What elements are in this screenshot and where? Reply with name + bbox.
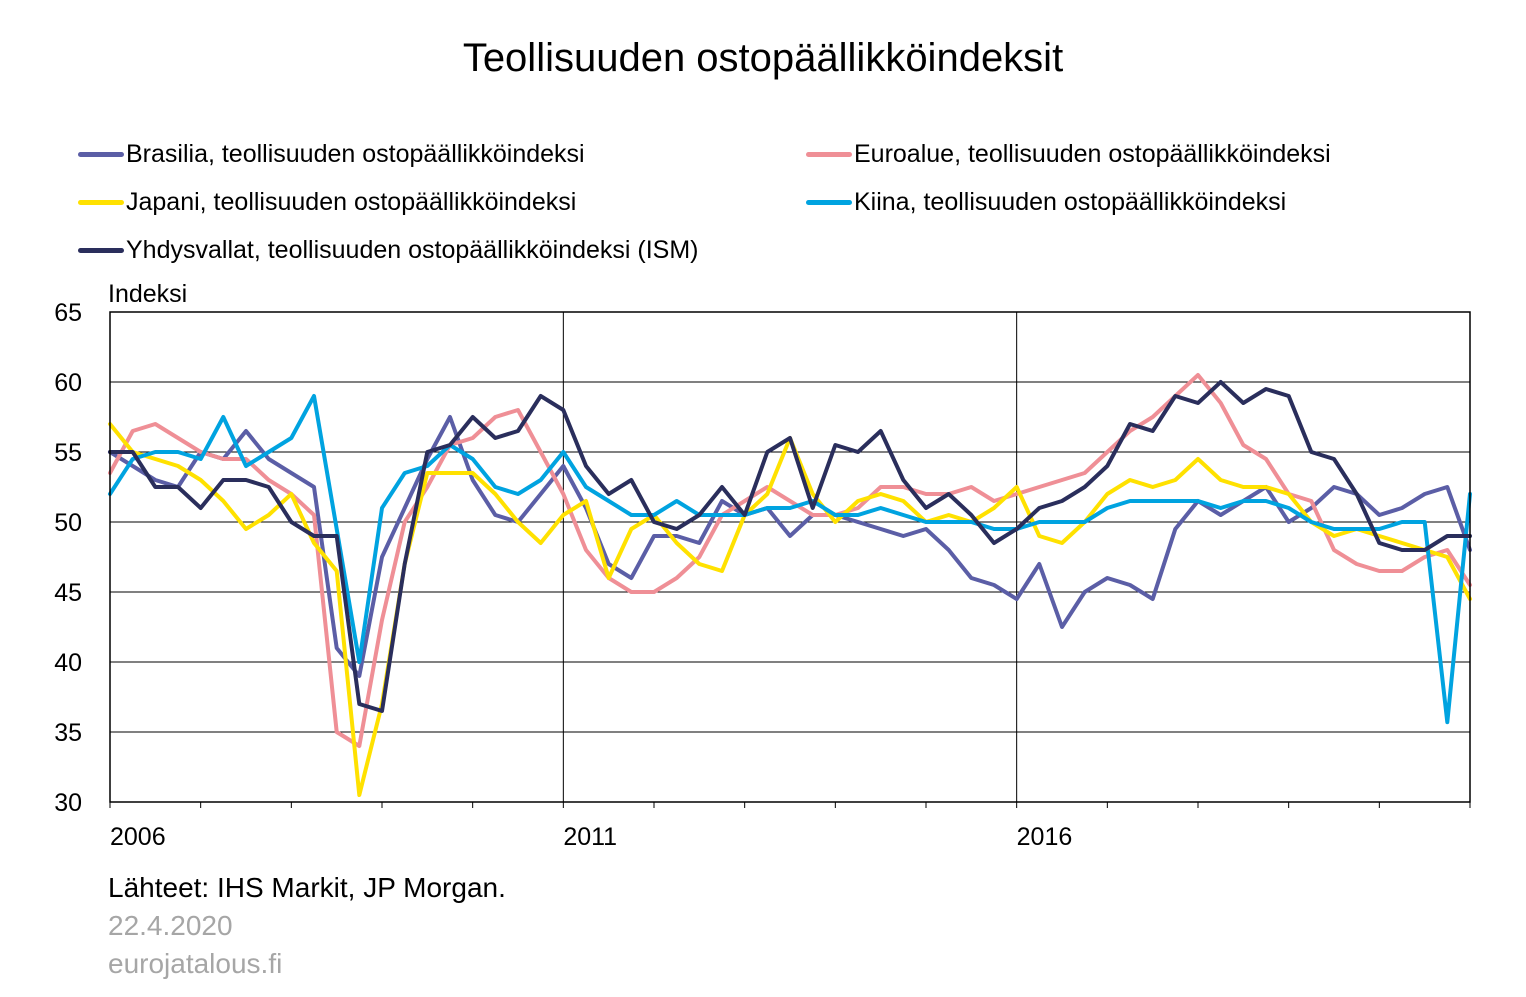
- y-tick-label-30: 30: [54, 789, 82, 817]
- x-tick-label-2011: 2011: [563, 823, 617, 851]
- y-tick-label-45: 45: [54, 579, 82, 607]
- legend-swatch-euroalue: [806, 152, 852, 157]
- y-axis-label: Indeksi: [108, 280, 188, 308]
- series-line-1: [108, 373, 1472, 748]
- series-line-2: [108, 422, 1472, 797]
- legend-label-yhdysvallat: Yhdysvallat, teollisuuden ostopäällikköi…: [126, 236, 699, 264]
- axes: [109, 311, 1471, 808]
- y-tick-label-50: 50: [54, 509, 82, 537]
- series-line-0: [108, 415, 1472, 678]
- legend-label-euroalue: Euroalue, teollisuuden ostopäällikköinde…: [854, 140, 1331, 168]
- y-tick-label-40: 40: [54, 649, 82, 677]
- x-tick-label-2006: 2006: [110, 823, 166, 851]
- y-tick-label-65: 65: [54, 299, 82, 327]
- legend-label-kiina: Kiina, teollisuuden ostopäällikköindeksi: [854, 188, 1287, 216]
- source-note: Lähteet: IHS Markit, JP Morgan.: [108, 872, 506, 903]
- legend-swatch-japani: [78, 200, 124, 205]
- date-note: 22.4.2020: [108, 910, 233, 941]
- grid-lines: [109, 311, 1470, 803]
- legend-item-euroalue: Euroalue, teollisuuden ostopäällikköinde…: [806, 140, 1331, 169]
- series-line-3: [108, 394, 1472, 725]
- chart-title: Teollisuuden ostopäällikköindeksit: [462, 36, 1064, 80]
- legend-swatch-yhdysvallat: [78, 248, 124, 253]
- y-tick-label-60: 60: [54, 369, 82, 397]
- legend-item-kiina: Kiina, teollisuuden ostopäällikköindeksi: [806, 188, 1286, 217]
- legend-label-japani: Japani, teollisuuden ostopäällikköindeks…: [126, 188, 577, 216]
- legend-item-japani: Japani, teollisuuden ostopäällikköindeks…: [78, 188, 576, 217]
- x-tick-label-2016: 2016: [1017, 823, 1073, 851]
- y-tick-label-55: 55: [54, 439, 82, 467]
- site-note: eurojatalous.fi: [108, 948, 283, 979]
- legend-label-brasilia: Brasilia, teollisuuden ostopäällikköinde…: [126, 140, 585, 168]
- legend-item-brasilia: Brasilia, teollisuuden ostopäällikköinde…: [78, 140, 585, 169]
- plot-frame: [109, 311, 1471, 803]
- y-tick-label-35: 35: [54, 719, 82, 747]
- tick-labels: 30 35 40 45 50 55 60 65 2006 2011 2016: [54, 299, 1072, 851]
- series-lines: [108, 373, 1472, 797]
- series-line-4: [108, 380, 1472, 713]
- legend-swatch-kiina: [806, 200, 852, 205]
- legend-swatch-brasilia: [78, 152, 124, 157]
- legend-item-yhdysvallat: Yhdysvallat, teollisuuden ostopäällikköi…: [78, 236, 699, 265]
